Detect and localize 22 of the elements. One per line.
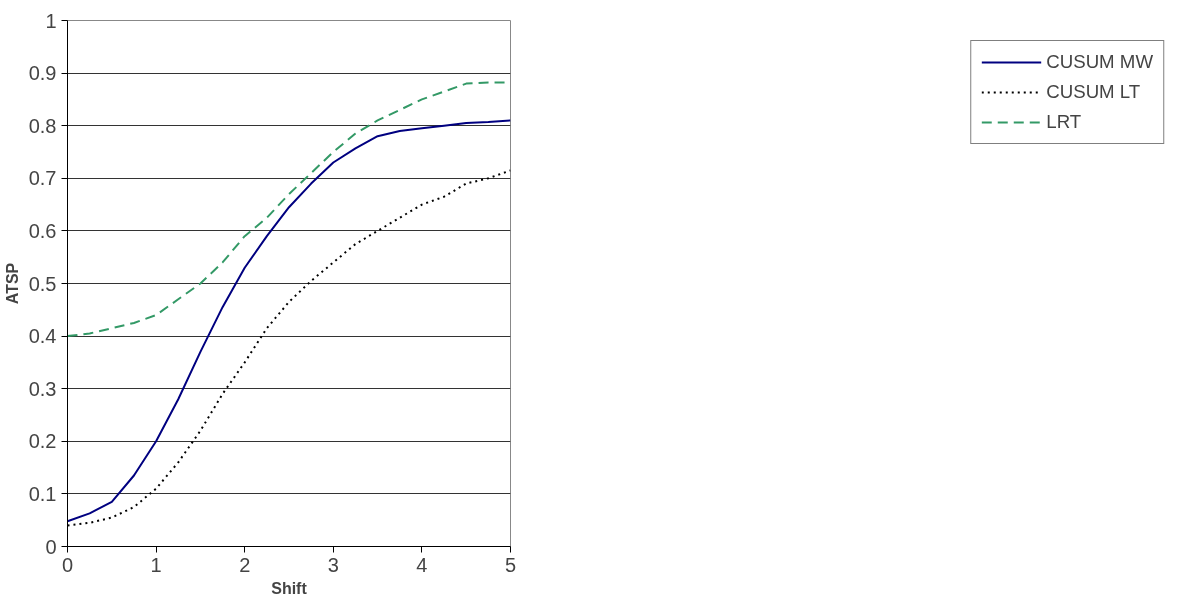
x-tick-label: 4: [416, 553, 428, 576]
y-tick-label: 0.1: [28, 482, 57, 505]
y-tick-label: 0.3: [28, 377, 57, 400]
y-tick-label: 0.8: [28, 114, 57, 137]
x-tick-label: 0: [61, 553, 74, 576]
y-axis-title: ATSP: [3, 262, 21, 305]
x-tick-label: 5: [504, 553, 517, 576]
y-tick-label: 0: [45, 535, 57, 558]
y-tick-label: 0.7: [28, 167, 57, 190]
y-tick-label: 0.9: [28, 62, 57, 85]
x-tick-label: 3: [327, 553, 339, 576]
x-tick-label: 2: [239, 553, 251, 576]
legend-label: CUSUM MW: [1046, 51, 1153, 73]
y-tick-label: 0.5: [28, 272, 57, 295]
y-tick-label: 0.6: [28, 219, 57, 242]
x-tick-label: 1: [150, 553, 162, 576]
legend-label: CUSUM LT: [1046, 81, 1141, 103]
legend-label: LRT: [1046, 111, 1082, 133]
y-tick-label: 1: [45, 9, 57, 32]
y-tick-label: 0.4: [28, 325, 57, 348]
x-axis-title: Shift: [271, 579, 308, 597]
y-tick-label: 0.2: [28, 430, 57, 453]
